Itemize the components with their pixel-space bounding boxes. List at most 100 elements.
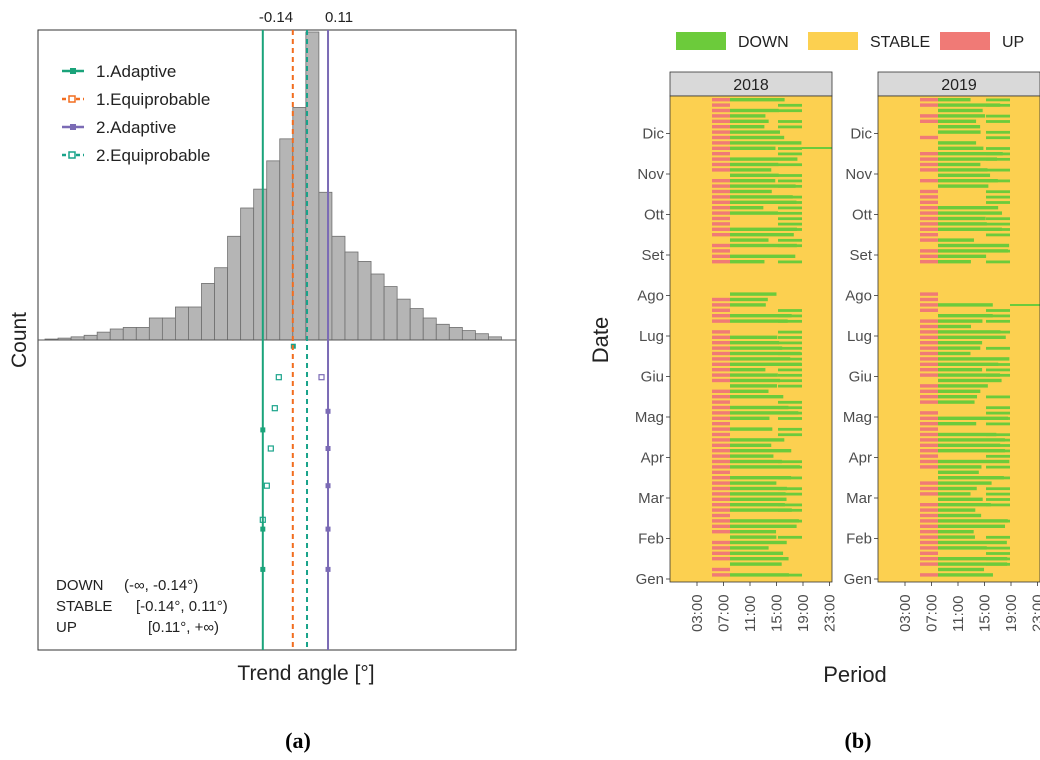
heatmap-cell-down <box>938 540 1007 545</box>
heatmap-cell-down <box>938 119 977 123</box>
heatmap-cell-down <box>986 233 1010 237</box>
heatmap-cell-up <box>712 152 730 156</box>
heatmap-cell-down <box>986 487 1010 491</box>
class-stable-range: [-0.14°, 0.11°) <box>136 598 228 615</box>
heatmap-cell-up <box>712 427 730 431</box>
heatmap-cell-up <box>920 227 938 231</box>
heatmap-cell-down <box>938 351 971 356</box>
x-tick-label: 11:00 <box>742 596 759 632</box>
heatmap-cell-down <box>986 465 1010 469</box>
heatmap-cell-down <box>730 341 780 345</box>
y-tick-label: Giu <box>849 369 872 386</box>
x-tick-label: 19:00 <box>1003 594 1020 632</box>
heatmap-cell-up <box>712 443 730 447</box>
heatmap-cell-down <box>778 433 802 437</box>
heatmap-cell-down <box>986 363 1010 366</box>
heatmap-cell-up <box>920 179 938 183</box>
threshold-lines <box>261 30 330 650</box>
heatmap-cell-down <box>778 201 802 204</box>
heatmap-cell-down <box>730 557 789 561</box>
heatmap-cell-down <box>938 508 976 512</box>
heatmap-cell-down <box>986 433 1010 437</box>
heatmap-cell-down <box>986 103 1010 107</box>
y-tick-label: Lug <box>847 328 872 345</box>
histogram-bar <box>318 191 333 341</box>
heatmap-cell-down <box>730 492 786 496</box>
heatmap-cell-down <box>778 519 802 523</box>
heatmap-cell-up <box>920 416 938 420</box>
heatmap-cell-down <box>938 146 984 150</box>
heatmap-cell-down <box>730 114 766 118</box>
heatmap-cell-down <box>730 195 793 199</box>
heatmap-cell-up <box>920 152 938 156</box>
heatmap-cell-down <box>986 476 1010 480</box>
heatmap-cell-down <box>730 108 779 113</box>
heatmap-cell-down <box>938 303 993 307</box>
heatmap-cell-up <box>920 503 938 507</box>
heatmap-cell-up <box>920 368 938 372</box>
heatmap-cell-down <box>986 309 1010 312</box>
heatmap-cell-down <box>778 476 802 480</box>
heatmap-cell-up <box>712 249 730 253</box>
heatmap-cell-down <box>986 395 1010 399</box>
heatmap-cell-up <box>920 135 938 140</box>
heatmap-cell-up <box>920 389 938 393</box>
x-tick-label: 11:00 <box>950 596 967 632</box>
histogram-bar <box>109 328 124 341</box>
heatmap-cell-down <box>938 222 987 226</box>
heatmap-cell-down <box>730 551 784 555</box>
heatmap-cell-up <box>920 330 938 334</box>
heatmap-cell-down <box>938 114 986 118</box>
heatmap-cell-up <box>712 103 730 107</box>
heatmap-cell-down <box>778 217 802 221</box>
heatmap-cell-up <box>920 422 938 426</box>
heatmap-cell-down <box>986 314 1010 318</box>
heatmap-cell-up <box>712 432 730 437</box>
heatmap-cell-up <box>712 303 730 307</box>
heatmap-cell-down <box>938 362 999 366</box>
heatmap-cell-down <box>730 303 766 307</box>
heatmap-cell-down <box>730 189 772 194</box>
heatmap-cell-up <box>920 114 938 118</box>
heatmap-cell-down <box>938 130 981 134</box>
histogram-bar <box>148 317 163 341</box>
heatmap-cell-down <box>938 513 982 518</box>
heatmap-cell-down <box>938 324 971 329</box>
y-tick-label: Apr <box>641 450 664 467</box>
heatmap-cell-up <box>920 341 938 345</box>
heatmap-cell-up <box>920 438 938 442</box>
heatmap-cell-down <box>730 535 777 539</box>
y-tick-label: Mag <box>635 409 664 426</box>
heatmap-cell-down <box>802 147 832 149</box>
heatmap-cell-down <box>730 530 777 534</box>
heatmap-cell-up <box>920 162 938 167</box>
heatmap-cell-down <box>778 244 802 248</box>
heatmap-cell-up <box>712 146 730 150</box>
heatmap-cell-up <box>712 573 730 577</box>
class-up-range: [0.11°, +∞) <box>148 619 219 636</box>
heatmap-cell-down <box>938 384 988 388</box>
heatmap-cell-down <box>730 438 785 442</box>
heatmap-cell-down <box>730 243 797 248</box>
heatmap-cell-down <box>730 476 792 480</box>
histogram-bar <box>409 308 424 341</box>
legend-marker <box>70 124 76 130</box>
heatmap-cell-down <box>730 395 784 399</box>
heatmap-cell-up <box>712 254 730 258</box>
x-tick-label: 15:00 <box>769 594 786 632</box>
heatmap-cell-up <box>920 562 938 566</box>
heatmap-cell-down <box>778 184 802 188</box>
heatmap-cell-up <box>920 292 938 296</box>
heatmap-cell-down <box>778 330 802 334</box>
heatmap-cell-up <box>712 200 730 204</box>
heatmap-cell-down <box>730 292 777 296</box>
heatmap-cell-up <box>712 314 730 318</box>
heatmap-cell-down <box>730 335 778 339</box>
heatmap-cell-up <box>712 405 730 410</box>
heatmap-cell-down <box>938 216 986 221</box>
marker-2-equiprobable-open <box>267 445 274 452</box>
heatmap-cell-down <box>938 249 1008 253</box>
legend-label: 1.Adaptive <box>96 62 176 81</box>
heatmap-cell-down <box>938 481 992 485</box>
